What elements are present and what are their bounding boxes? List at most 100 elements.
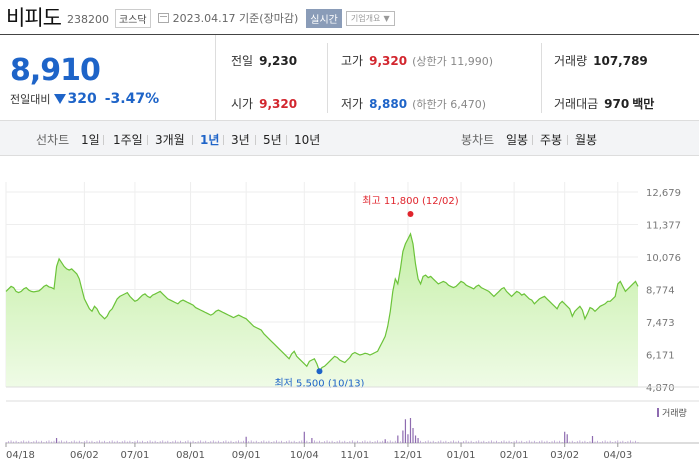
volume-bar bbox=[238, 440, 239, 443]
volume-bar bbox=[177, 441, 179, 443]
volume-bar bbox=[96, 441, 98, 443]
volume-bar bbox=[119, 442, 121, 443]
volume-bar bbox=[210, 441, 212, 443]
volume-bar bbox=[265, 441, 267, 443]
volume-bar bbox=[609, 440, 611, 443]
volume-bar bbox=[23, 440, 25, 443]
volume-bar bbox=[207, 442, 209, 443]
stat-upper-limit: (상한가 11,990) bbox=[412, 55, 493, 68]
volume-bar bbox=[627, 441, 629, 443]
period-1w[interactable]: 1주일 bbox=[113, 133, 143, 147]
x-tick-label: 02/01 bbox=[500, 450, 529, 461]
volume-bar bbox=[374, 441, 376, 443]
volume-bar bbox=[417, 438, 419, 443]
volume-bar bbox=[46, 441, 47, 443]
volume-bar bbox=[533, 440, 535, 443]
volume-bar bbox=[564, 431, 566, 443]
volume-bar bbox=[286, 441, 288, 443]
period-3m[interactable]: 3개월 bbox=[155, 133, 185, 147]
volume-bar bbox=[306, 440, 308, 443]
low-marker bbox=[316, 368, 323, 375]
volume-bar bbox=[233, 442, 234, 443]
volume-bar bbox=[349, 441, 351, 443]
volume-bar bbox=[599, 442, 601, 443]
volume-bar bbox=[273, 441, 275, 443]
volume-bar bbox=[271, 442, 272, 443]
divider bbox=[567, 135, 568, 145]
volume-bar bbox=[612, 442, 614, 443]
x-tick-label: 01/01 bbox=[447, 450, 476, 461]
volume-bar bbox=[94, 442, 95, 443]
price-chart[interactable]: 12,679 11,377 10,076 8,774 7,473 6,171 4,870 최고… bbox=[0, 156, 699, 475]
volume-bar bbox=[71, 441, 73, 443]
corp-info-button[interactable]: 기업개요 ▼ bbox=[345, 10, 395, 26]
price-line bbox=[5, 232, 639, 373]
volume-bar bbox=[559, 440, 561, 443]
volume-bar bbox=[205, 440, 207, 443]
volume-bar bbox=[584, 440, 586, 443]
candle-monthly[interactable]: 월봉 bbox=[575, 133, 598, 147]
volume-bar bbox=[99, 440, 100, 443]
realtime-button[interactable]: 실시간 bbox=[306, 8, 342, 28]
x-tick-label: 09/01 bbox=[232, 450, 261, 461]
volume-bar bbox=[432, 440, 434, 443]
volume-bar bbox=[316, 441, 318, 443]
price-area bbox=[6, 233, 638, 387]
volume-bar bbox=[276, 440, 277, 443]
volume-bar bbox=[73, 440, 75, 443]
volume-bar bbox=[253, 441, 255, 443]
volume-bar bbox=[594, 441, 596, 443]
volume-bar bbox=[397, 435, 399, 443]
high-label: 최고 11,800 (12/02) bbox=[362, 195, 458, 207]
stat-lower-limit: (하한가 6,470) bbox=[412, 98, 486, 111]
volume-bar bbox=[458, 440, 459, 443]
volume-legend-label: 거래량 bbox=[662, 407, 687, 419]
period-1y[interactable]: 1년 bbox=[200, 133, 220, 147]
volume-bar bbox=[392, 441, 394, 443]
volume-bar bbox=[195, 442, 196, 443]
volume-bar bbox=[528, 440, 530, 443]
volume-bar bbox=[554, 440, 555, 443]
volume-bar bbox=[114, 441, 116, 443]
volume-bar bbox=[480, 441, 482, 443]
volume-bar bbox=[20, 441, 22, 443]
volume-bar bbox=[450, 441, 452, 443]
volume-bar bbox=[498, 442, 500, 443]
candle-weekly[interactable]: 주봉 bbox=[540, 133, 563, 147]
volume-bar bbox=[331, 440, 333, 443]
period-3y[interactable]: 3년 bbox=[231, 133, 250, 147]
volume-bar bbox=[490, 440, 492, 443]
volume-bar bbox=[619, 441, 621, 443]
volume-bar bbox=[197, 441, 199, 443]
volume-bar bbox=[536, 442, 538, 443]
x-tick-label: 11/01 bbox=[340, 450, 369, 461]
volume-bar bbox=[556, 441, 558, 443]
period-10y[interactable]: 10년 bbox=[294, 133, 321, 147]
chevron-down-icon: ▼ bbox=[383, 13, 390, 23]
stat-open-value: 9,320 bbox=[259, 97, 298, 111]
volume-bar bbox=[159, 441, 161, 443]
volume-bar bbox=[296, 442, 298, 443]
volume-bar bbox=[106, 442, 108, 443]
volume-bar bbox=[607, 441, 609, 443]
volume-bar bbox=[356, 440, 358, 443]
period-5y[interactable]: 5년 bbox=[263, 133, 282, 147]
candle-daily[interactable]: 일봉 bbox=[506, 133, 529, 147]
volume-bar bbox=[485, 442, 487, 443]
volume-bar bbox=[281, 440, 282, 443]
x-tick-label: 10/04 bbox=[290, 450, 319, 461]
volume-bar bbox=[243, 440, 245, 443]
volume-bar bbox=[437, 441, 439, 443]
volume-bar bbox=[250, 440, 252, 443]
price-summary: 8,910 전일대비 320 -3.47% bbox=[0, 35, 216, 120]
volume-bar bbox=[571, 440, 573, 443]
volume-bar bbox=[202, 441, 204, 443]
volume-bar bbox=[104, 440, 105, 443]
candle-chart-label: 봉차트 bbox=[461, 133, 495, 147]
divider bbox=[255, 135, 256, 145]
period-1d[interactable]: 1일 bbox=[81, 133, 100, 147]
volume-bar bbox=[561, 442, 563, 443]
volume-bar bbox=[463, 441, 464, 443]
volume-bar bbox=[142, 440, 143, 443]
volume-bar bbox=[430, 441, 432, 443]
